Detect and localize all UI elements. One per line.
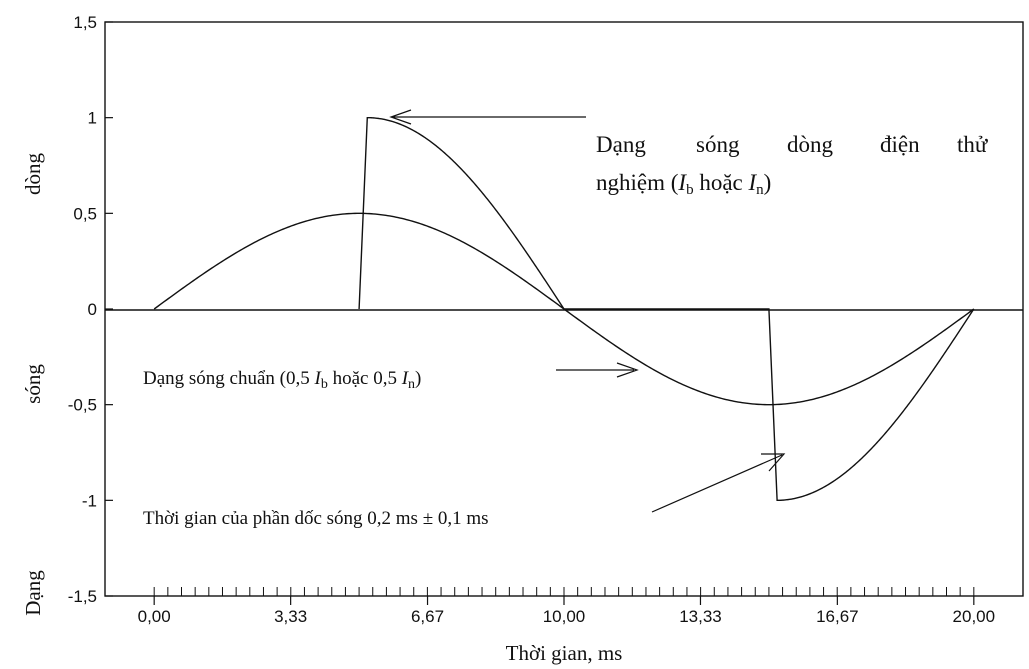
annotation-reference-waveform: Dạng sóng chuẩn (0,5 Ib hoặc 0,5 In) [143, 368, 421, 392]
x-minor-ticks [153, 587, 975, 596]
x-tick-label: 3,33 [274, 607, 307, 626]
anno-test-line-2: nghiệm (Ib hoặc In) [596, 170, 771, 198]
annotation-front-time: Thời gian của phần dốc sóng 0,2 ms ± 0,1… [143, 508, 489, 529]
x-tick-label: 16,67 [816, 607, 859, 626]
arrow-reference-waveform [556, 362, 639, 378]
y-tick-label: 0 [88, 300, 97, 319]
y-tick-label: -0,5 [68, 396, 97, 415]
arrow-test-waveform [389, 109, 586, 125]
series-test-line [358, 116, 975, 502]
y-tick-label: 1 [88, 109, 97, 128]
annotation-test-waveform: Dạng sóng dòng điện thử nghiệm (Ib hoặc … [596, 132, 989, 198]
y-tick-label: 1,5 [73, 13, 97, 32]
x-tick-label: 6,67 [411, 607, 444, 626]
y-tick-label: -1 [82, 491, 97, 510]
y-axis-title-word-1: Dạng [21, 570, 45, 616]
x-tick-label: 0,00 [138, 607, 171, 626]
arrow-front-time [651, 453, 786, 513]
x-axis-title: Thời gian, ms [506, 641, 623, 665]
anno-test-word-4: điện [880, 132, 920, 157]
y-tick-label: 0,5 [73, 204, 97, 223]
anno-test-word-2: sóng [696, 132, 740, 157]
anno-test-word-1: Dạng [596, 132, 646, 157]
y-axis-title-word-3: dòng [21, 153, 45, 196]
x-tick-label: 10,00 [543, 607, 586, 626]
x-tick-label: 20,00 [953, 607, 996, 626]
y-axis-title-word-2: sóng [21, 364, 45, 404]
anno-test-word-5: thử [957, 132, 989, 157]
y-tick-label: -1,5 [68, 587, 97, 606]
x-tick-label: 13,33 [679, 607, 722, 626]
anno-test-word-3: dòng [787, 132, 834, 157]
